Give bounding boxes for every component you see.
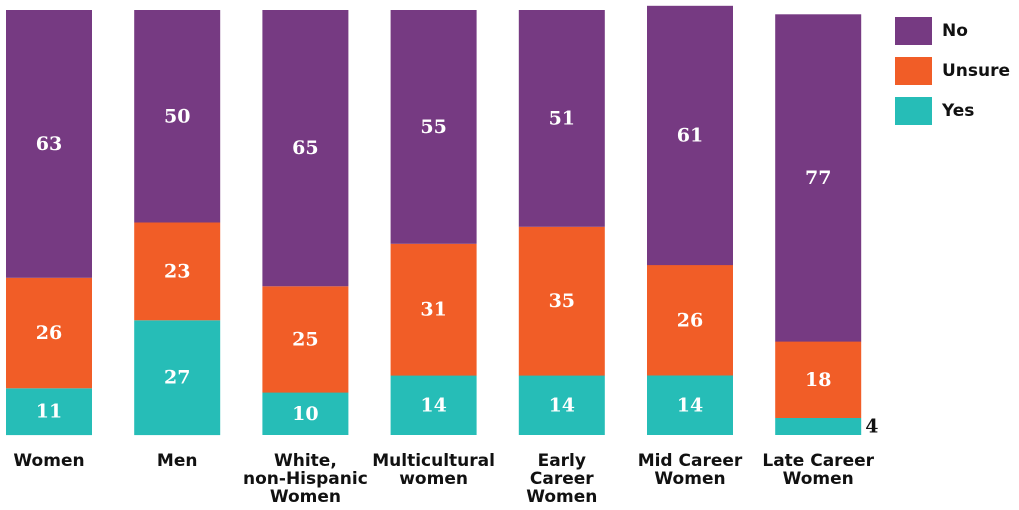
category-label-line: Late Career [762,451,874,471]
legend-swatch-unsure [895,57,932,85]
category-label-men: Men [157,451,198,471]
category-label-line: Women [270,487,341,507]
data-label-yes-late-career-women: 4 [865,416,878,438]
data-label-yes-mid-career-women: 14 [677,394,703,416]
data-label-yes-early-career-women: 14 [549,394,575,416]
category-label-line: Early [538,451,586,471]
data-label-unsure-white-non-hispanic-women: 25 [292,328,318,350]
category-label-line: Mid Career [638,451,743,471]
data-label-unsure-women: 26 [36,322,62,344]
data-label-unsure-multicultural-women: 31 [420,299,446,321]
data-label-no-late-career-women: 77 [805,167,831,189]
bar-segment-yes-early-career-women [518,375,605,435]
data-label-unsure-early-career-women: 35 [549,290,575,312]
bar-segment-unsure-early-career-women [518,226,605,376]
legend-swatch-no [895,17,932,45]
category-label-line: non-Hispanic [243,469,368,489]
data-label-unsure-men: 23 [164,260,190,282]
legend-swatch-yes [895,97,932,125]
data-label-no-multicultural-women: 55 [420,116,446,138]
category-label-mid-career-women: Mid Career Women [638,451,743,489]
bar-segment-yes-multicultural-women [390,375,477,435]
data-label-no-mid-career-women: 61 [677,124,703,146]
legend-label-no: No [942,21,968,41]
legend-label-unsure: Unsure [942,61,1010,81]
bar-segment-unsure-white-non-hispanic-women [262,286,349,393]
bars-layer [6,5,862,436]
bar-segment-no-white-non-hispanic-women [262,10,349,287]
category-label-line: White, [274,451,337,471]
category-label-women: Women [13,451,84,471]
category-label-line: Women [13,451,84,471]
legend: No Unsure Yes [895,17,1010,125]
value-labels-layer: 11 26 63 27 23 50 10 25 65 14 31 55 14 35 51 14 26 61 4 18 7… [36,105,879,437]
data-label-unsure-mid-career-women: 26 [677,309,703,331]
bar-segment-no-mid-career-women [647,5,733,266]
category-label-line: Career [530,469,594,489]
bar-segment-yes-men [134,320,221,436]
data-label-no-women: 63 [36,133,62,155]
data-label-yes-white-non-hispanic-women: 10 [292,403,318,425]
category-label-early-career-women: Early Career Women [526,451,597,507]
data-label-unsure-late-career-women: 18 [805,369,831,391]
bar-segment-unsure-multicultural-women [390,243,477,376]
bar-segment-unsure-late-career-women [775,341,862,418]
bar-segment-unsure-mid-career-women [647,265,733,376]
bar-segment-yes-mid-career-women [647,375,733,435]
bar-segment-no-men [134,10,221,223]
bar-segment-yes-late-career-women [775,418,862,435]
category-label-line: Men [157,451,198,471]
bar-segment-yes-women [6,388,92,436]
category-label-multicultural-women: Multicultural women [372,451,495,489]
category-label-line: Women [526,487,597,507]
bar-segment-no-women [6,10,92,278]
category-label-line: Multicultural [372,451,495,471]
category-label-white-non-hispanic-women: White, non-Hispanic Women [243,451,368,507]
legend-label-yes: Yes [941,101,974,121]
category-labels-layer: Women Men White, non-Hispanic WomenMulticult… [13,451,874,507]
bar-segment-unsure-women [6,277,92,389]
data-label-yes-men: 27 [164,367,190,389]
category-label-line: Women [783,469,854,489]
data-label-no-men: 50 [164,105,190,127]
bar-segment-yes-white-non-hispanic-women [262,392,349,435]
category-label-line: women [399,469,468,489]
data-label-no-early-career-women: 51 [549,107,575,129]
bar-segment-no-multicultural-women [390,10,477,244]
bar-segment-no-late-career-women [775,14,862,342]
bar-segment-unsure-men [134,222,221,321]
bar-segment-no-early-career-women [518,10,605,227]
data-label-yes-women: 11 [36,401,62,423]
category-label-line: Women [654,469,725,489]
data-label-yes-multicultural-women: 14 [420,394,446,416]
data-label-no-white-non-hispanic-women: 65 [292,137,318,159]
category-label-late-career-women: Late Career Women [762,451,874,489]
